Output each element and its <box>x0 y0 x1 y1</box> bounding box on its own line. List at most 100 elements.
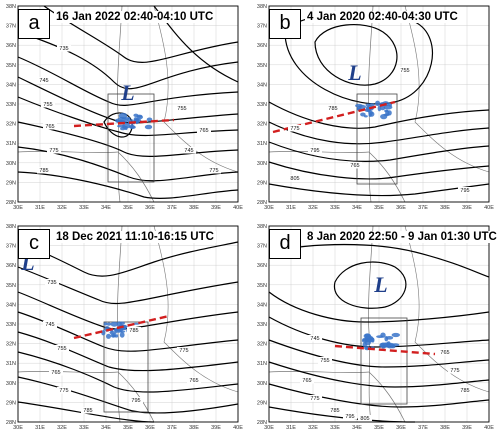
contour-label: 795 <box>131 398 140 404</box>
precip-cell <box>115 118 123 124</box>
longitude-label: 37E <box>167 205 177 211</box>
contour-label-bg <box>37 167 51 174</box>
latitude-label: 35N <box>257 283 267 289</box>
longitude-label: 39E <box>462 205 472 211</box>
panel-letter: c <box>18 229 50 259</box>
contour-label-bg <box>129 397 143 404</box>
longitude-label: 33E <box>79 205 89 211</box>
map-frame <box>268 5 490 203</box>
contour-label: 735 <box>59 46 68 52</box>
low-pressure-symbol: L <box>347 60 361 85</box>
latitude-label: 30N <box>257 381 267 387</box>
map-canvas: L 735 745 755 765 775 785 745 755 765 775 38N 37N 36N… <box>6 4 243 211</box>
precip-cell <box>391 343 400 347</box>
latitude-label: 32N <box>6 122 16 128</box>
front-line <box>334 344 436 356</box>
precip-cell <box>106 333 111 339</box>
height-contour <box>333 261 407 309</box>
contour-label: 775 <box>290 126 299 132</box>
longitude-label: 39E <box>462 425 472 431</box>
height-contour <box>17 56 239 106</box>
precip-cell <box>103 322 108 326</box>
contour-label: 795 <box>345 414 354 420</box>
longitude-label: 31E <box>286 205 296 211</box>
map-frame <box>268 225 490 423</box>
height-contour <box>17 401 155 423</box>
contour-label: 745 <box>310 336 319 342</box>
height-contour <box>17 351 239 393</box>
contour-label-bg <box>187 377 201 384</box>
border-line <box>153 225 239 393</box>
contour-label: 745 <box>45 322 54 328</box>
border-line <box>404 5 490 173</box>
panel-title: 4 Jan 2020 02:40-04:30 UTC <box>305 11 460 23</box>
longitude-label: 31E <box>286 425 296 431</box>
latitude-label: 37N <box>257 24 267 30</box>
contour-label-bg <box>438 349 452 356</box>
latitude-label: 34N <box>6 82 16 88</box>
contour-label: 775 <box>310 396 319 402</box>
contour-label-bg <box>288 125 302 132</box>
study-area-box <box>107 93 155 183</box>
height-contour <box>268 339 490 368</box>
latitude-label: 36N <box>257 43 267 49</box>
precip-cell <box>384 336 389 342</box>
precip-cell <box>110 321 118 327</box>
latitude-label: 29N <box>257 400 267 406</box>
longitude-label: 30E <box>13 425 23 431</box>
latitude-label: 34N <box>6 302 16 308</box>
contour-label: 775 <box>179 348 188 354</box>
longitude-label: 36E <box>145 425 155 431</box>
contour-label-bg <box>182 147 196 154</box>
precip-cell <box>120 118 128 123</box>
precip-cell <box>129 125 136 130</box>
contour-label-bg <box>458 387 472 394</box>
height-contour <box>17 96 239 137</box>
coastline <box>268 151 370 153</box>
latitude-label: 28N <box>257 420 267 426</box>
map-canvas: L 785 755 775 795 765 805 795 38N 37N 36N 35N 34N 33N… <box>257 4 494 211</box>
longitude-label: 38E <box>189 205 199 211</box>
contour-label-bg <box>448 367 462 374</box>
longitude-label: 36E <box>396 205 406 211</box>
contour-label-bg <box>81 407 95 414</box>
contour-label: 785 <box>328 106 337 112</box>
height-contour <box>17 331 239 372</box>
contour-label-bg <box>308 335 322 342</box>
latitude-label: 29N <box>6 180 16 186</box>
contour-label-bg <box>326 105 340 112</box>
map-panel-a: L 735 745 755 765 775 785 745 755 765 775 38N 37N 36N… <box>4 2 244 212</box>
longitude-label: 40E <box>484 205 494 211</box>
longitude-label: 30E <box>13 205 23 211</box>
latitude-label: 33N <box>257 102 267 108</box>
longitude-label: 38E <box>440 425 450 431</box>
height-contour <box>268 161 490 180</box>
latitude-label: 35N <box>257 63 267 69</box>
latitude-label: 38N <box>6 4 16 10</box>
longitude-label: 33E <box>330 425 340 431</box>
contour-label-bg <box>458 187 472 194</box>
contour-label: 795 <box>310 148 319 154</box>
longitude-label: 35E <box>123 425 133 431</box>
precip-cell <box>101 330 106 336</box>
latitude-label: 28N <box>6 420 16 426</box>
contour-label-bg <box>127 327 141 334</box>
latitude-label: 31N <box>257 141 267 147</box>
precip-cell <box>360 112 366 117</box>
precip-cell <box>380 332 386 338</box>
contour-label-bg <box>348 162 362 169</box>
longitude-label: 37E <box>167 425 177 431</box>
contour-label-bg <box>197 127 211 134</box>
contour-label: 755 <box>57 346 66 352</box>
height-contour <box>17 76 239 124</box>
longitude-label: 40E <box>484 425 494 431</box>
height-contour <box>268 316 490 348</box>
height-contour <box>17 146 239 182</box>
contour-label: 755 <box>320 358 329 364</box>
latitude-label: 38N <box>6 224 16 230</box>
contour-label: 795 <box>460 188 469 194</box>
contour-label: 785 <box>330 408 339 414</box>
contour-label: 755 <box>43 102 52 108</box>
contour-label-bg <box>207 167 221 174</box>
contour-label-bg <box>47 147 61 154</box>
